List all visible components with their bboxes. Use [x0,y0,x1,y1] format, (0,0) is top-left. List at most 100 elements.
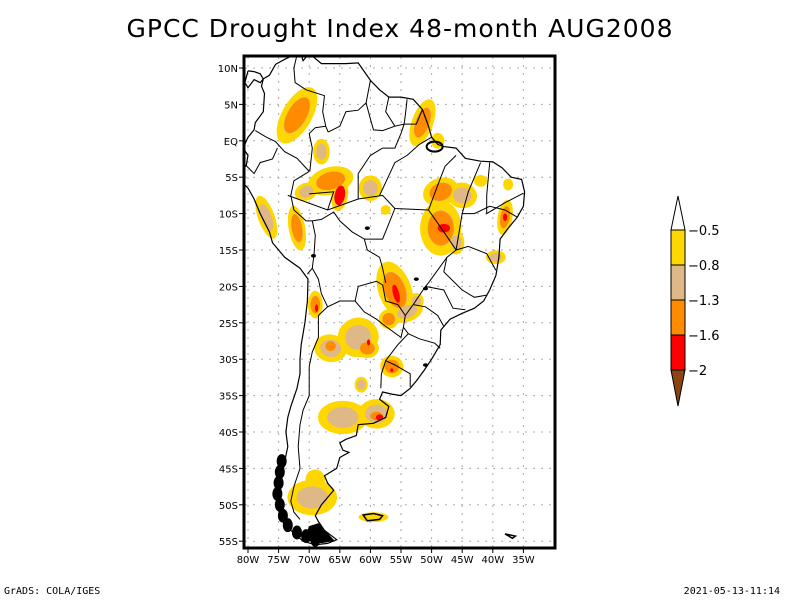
marajo-island [425,140,444,153]
drought-area-level-2 [414,107,431,138]
drought-area-level-3 [366,339,371,346]
lat-tick-label: 30S [219,355,238,366]
country-border [307,220,316,275]
drought-area-level-0 [503,178,514,191]
central-america-coastline [245,70,265,89]
drought-area-level-3 [334,185,346,206]
drought-area-level-1 [327,406,359,428]
country-border [379,136,432,196]
drought-area-level-1 [397,305,418,319]
fjord-islands [273,475,284,490]
lat-tick-label: 20S [219,282,238,293]
colorbar-label: −0.8 [688,259,720,274]
fjord-islands [310,532,321,547]
fjord-islands [301,529,312,544]
lon-tick-label: 65W [328,555,351,566]
drought-area-level-2 [284,97,310,134]
lat-tick-label: 10S [219,210,238,221]
drought-area-level-3 [314,304,319,312]
drought-area-level-2 [382,312,395,326]
lat-tick-label: 35S [219,392,238,403]
country-border [255,130,310,172]
country-border [425,285,466,311]
lake [422,363,428,367]
drought-area-level-1 [452,187,472,204]
drought-area-level-1 [489,252,503,262]
falkland-islands [361,512,384,522]
lon-tick-label: 70W [298,555,321,566]
country-border [455,245,497,271]
lon-tick-label: 35W [512,555,535,566]
country-border [380,360,387,389]
lake [310,254,316,258]
country-border [312,211,387,283]
colorbar-label: −1.6 [688,329,720,344]
country-border [385,96,396,127]
colorbar-bin [670,299,686,336]
country-border [293,57,329,133]
country-border [462,205,518,218]
lat-tick-label: 5S [225,173,238,184]
lat-tick-label: 10N [218,64,238,75]
lat-tick-label: 50S [219,501,238,512]
country-border [365,102,423,132]
lon-tick-label: 45W [451,555,474,566]
fjord-islands [272,486,283,501]
south-georgia [504,533,518,540]
footer-timestamp: 2021-05-13-11:14 [683,586,780,597]
lat-tick-label: 15S [219,246,238,257]
colorbar-legend: −0.5 −0.8 −1.3 −1.6 −2 [670,195,720,407]
country-border [309,191,335,211]
colorbar-label: −2 [688,364,707,379]
country-border [327,80,371,133]
drought-shading [255,87,514,523]
lon-tick-label: 75W [267,555,290,566]
drought-area-level-2 [310,295,321,314]
map-frame [242,54,557,550]
continent-coastline [245,57,526,546]
country-border [364,208,396,240]
colorbar-top-arrow [670,195,686,231]
drought-area-level-3 [390,368,394,373]
drought-area-level-0 [305,469,326,490]
drought-area-level-2 [316,171,345,191]
drought-area-level-2 [360,342,375,355]
lake [364,226,370,230]
colorbar-label: −1.3 [688,294,720,309]
lon-tick-label: 60W [359,555,382,566]
colorbar-bin [670,264,686,301]
lat-tick-label: 25S [219,319,238,330]
drought-area-level-1 [299,185,314,198]
fjord-islands [274,465,285,480]
lake [413,277,419,281]
drought-area-level-0 [380,205,391,215]
country-border [357,123,405,199]
drought-area-level-3 [437,223,451,233]
country-border [403,99,408,125]
lake [422,286,428,291]
country-border [408,333,441,349]
lat-tick-label: 5N [224,100,238,111]
drought-area-level-2 [384,359,400,374]
lat-tick-label: 45S [219,464,238,475]
country-border [311,267,383,308]
drought-area-level-1 [357,379,366,390]
lat-tick-label: EQ [224,137,238,148]
drought-area-level-3 [502,213,508,221]
country-border [443,257,487,298]
map-title: GPCC Drought Index 48-month AUG2008 [126,14,674,43]
fjord-islands [274,497,285,512]
country-border [428,155,457,211]
lat-tick-label: 55S [219,537,238,548]
drought-area-level-1 [363,180,378,197]
drought-area-level-2 [291,214,303,243]
country-border [290,306,328,520]
fjord-islands [291,525,302,540]
country-border [455,162,482,251]
axis-ticks: 10N 5N EQ 5S 10S 15S 20S 25S 30S 35S 40S 45S 50S 55S 8… [218,64,535,566]
drought-area-level-2 [429,182,452,201]
drought-area-level-1 [296,486,328,509]
lon-tick-label: 55W [390,555,413,566]
country-border [308,125,326,172]
